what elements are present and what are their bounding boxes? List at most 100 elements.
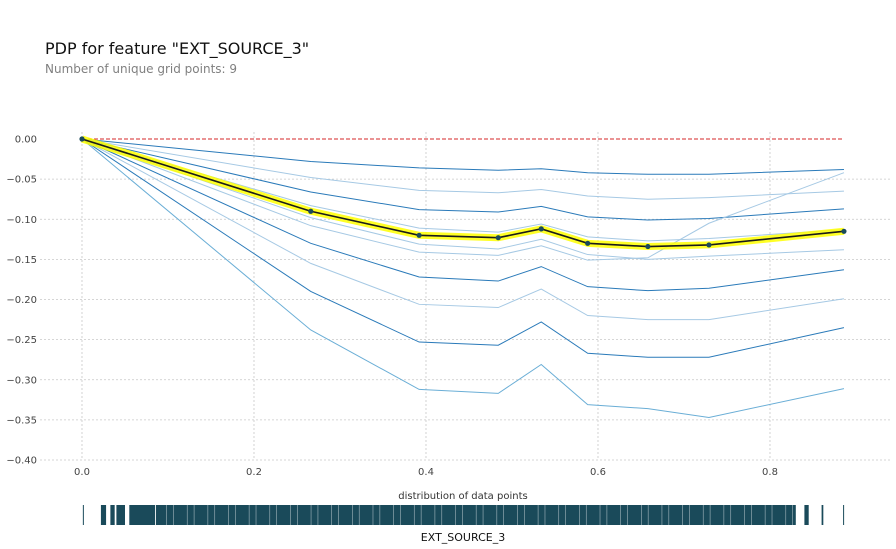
distribution-gap	[186, 505, 188, 525]
distribution-gap	[276, 505, 277, 525]
x-tick-label: 0.8	[762, 467, 778, 478]
pdp-point	[645, 243, 651, 250]
pdp-point	[416, 232, 422, 238]
distribution-segment	[804, 505, 809, 525]
distribution-gap	[565, 505, 566, 525]
pdp-point	[308, 208, 314, 214]
distribution-gap	[166, 505, 167, 525]
pdp-point	[538, 226, 544, 232]
distribution-gap	[668, 505, 670, 525]
ice-line	[81, 138, 844, 260]
pdp-point	[585, 240, 591, 246]
y-tick-label: −0.30	[6, 375, 37, 386]
ice-line	[81, 138, 845, 292]
distribution-gap	[352, 505, 353, 525]
distribution-gap	[475, 505, 477, 525]
distribution-gap	[730, 505, 732, 525]
chart-subtitle: Number of unique grid points: 9	[45, 62, 238, 76]
distribution-gap	[606, 505, 608, 525]
distribution-gap	[207, 505, 209, 525]
distribution-gap	[620, 505, 621, 525]
y-tick-label: −0.35	[6, 415, 37, 426]
distribution-gap	[689, 505, 690, 525]
distribution-segment	[821, 505, 824, 525]
distribution-gap	[524, 505, 525, 525]
distribution-gap	[751, 505, 752, 525]
distribution-gap	[290, 505, 291, 525]
pdp-layer	[79, 135, 847, 251]
y-tick-label: −0.15	[6, 255, 37, 266]
ice-line	[81, 138, 844, 242]
ice-line	[81, 138, 845, 261]
distribution-gap	[235, 505, 236, 525]
axis-labels-layer: 0.00 −0.05 −0.10 −0.15 −0.20 −0.25 −0.30 −0.35 −…	[6, 135, 778, 479]
distribution-gap	[599, 505, 601, 525]
distribution-gap	[771, 505, 773, 525]
distribution-gap	[785, 505, 787, 525]
distribution-gap	[702, 505, 704, 525]
distribution-segment	[82, 505, 84, 525]
distribution-gap	[214, 505, 216, 525]
distribution-gap	[248, 505, 250, 525]
distribution-gap	[627, 505, 628, 525]
y-tick-label: −0.40	[6, 456, 37, 467]
pdp-point	[79, 136, 85, 142]
distribution-gap	[723, 505, 725, 525]
distribution-segment	[100, 505, 107, 525]
distribution-gap	[269, 505, 271, 525]
y-tick-label: −0.10	[6, 215, 37, 226]
distribution-gap	[682, 505, 683, 525]
distribution-gap	[709, 505, 711, 525]
distribution-gap	[641, 505, 642, 525]
distribution-gap	[297, 505, 298, 525]
distribution-layer	[82, 505, 845, 525]
y-tick-label: −0.20	[6, 295, 37, 306]
distribution-gap	[228, 505, 229, 525]
distribution-gap	[482, 505, 484, 525]
x-tick-label: 0.4	[418, 467, 434, 478]
pdp-point	[841, 228, 847, 234]
distribution-gap	[503, 505, 504, 525]
ice-line	[81, 138, 845, 321]
x-tick-label: 0.2	[246, 467, 262, 478]
ice-line	[81, 138, 844, 221]
distribution-gap	[413, 505, 415, 525]
x-tick-label: 0.0	[74, 467, 90, 478]
y-tick-label: −0.25	[6, 335, 37, 346]
distribution-gap	[579, 505, 580, 525]
distribution-gap	[331, 505, 332, 525]
distribution-gap	[173, 505, 174, 525]
distribution-gap	[317, 505, 319, 525]
y-tick-label: 0.00	[15, 135, 37, 146]
distribution-gap	[310, 505, 312, 525]
distribution-gap	[544, 505, 546, 525]
distribution-gap	[379, 505, 381, 525]
distribution-gap	[455, 505, 456, 525]
distribution-gap	[537, 505, 539, 525]
x-tick-label: 0.6	[590, 467, 606, 478]
distribution-gap	[647, 505, 649, 525]
distribution-gap	[462, 505, 463, 525]
distribution-gap	[744, 505, 745, 525]
distribution-gap	[517, 505, 518, 525]
ice-line	[81, 138, 845, 418]
ice-line	[81, 138, 844, 200]
x-axis-label: EXT_SOURCE_3	[421, 531, 505, 544]
ice-lines-layer	[81, 138, 845, 418]
distribution-segment	[843, 505, 845, 525]
distribution-gap	[441, 505, 443, 525]
distribution-segment	[116, 505, 125, 525]
distribution-gap	[338, 505, 339, 525]
grid-layer	[40, 132, 890, 461]
distribution-segment	[129, 505, 156, 525]
distribution-gap	[558, 505, 560, 525]
distribution-segment	[110, 505, 115, 525]
chart-title: PDP for feature "EXT_SOURCE_3"	[45, 39, 310, 58]
distribution-gap	[400, 505, 401, 525]
distribution-gap	[420, 505, 422, 525]
distribution-gap	[193, 505, 195, 525]
pdp-point	[495, 235, 501, 241]
distribution-gap	[585, 505, 587, 525]
ice-line	[81, 138, 844, 175]
